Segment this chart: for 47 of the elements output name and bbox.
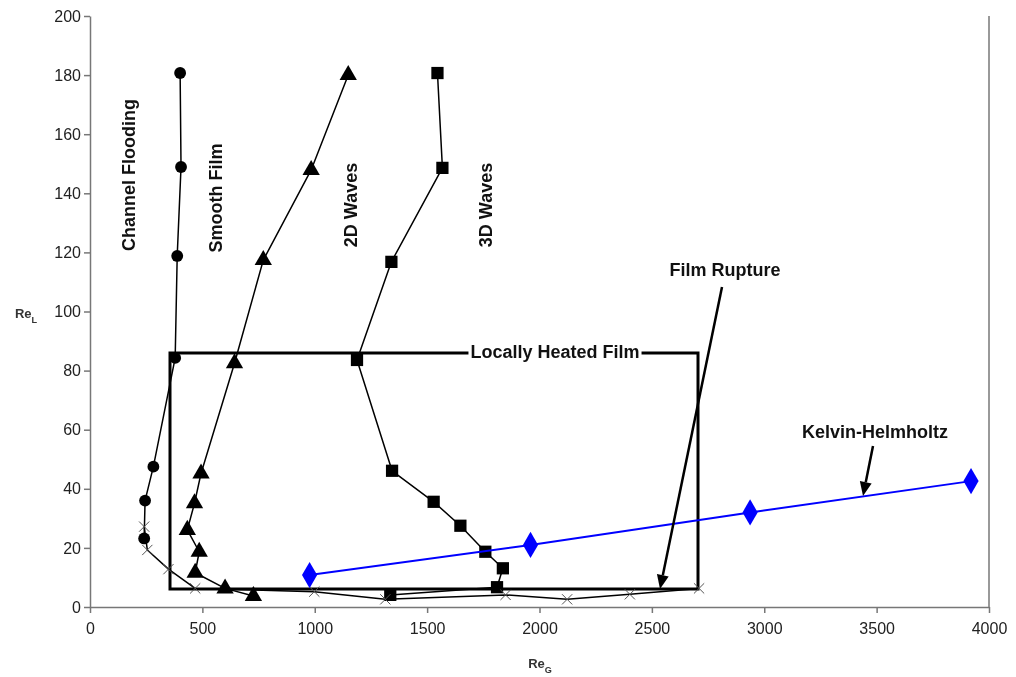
point bbox=[427, 495, 440, 508]
point bbox=[436, 161, 449, 175]
x-tick-label: 3500 bbox=[859, 619, 896, 637]
y-tick-label: 200 bbox=[54, 7, 82, 25]
y-tick-label: 120 bbox=[54, 244, 82, 262]
y-tick-label: 80 bbox=[63, 362, 82, 380]
x-tick-label: 1000 bbox=[297, 619, 334, 637]
annotation: Smooth Film bbox=[205, 143, 226, 253]
point bbox=[175, 161, 187, 173]
x-tick-label: 3000 bbox=[746, 619, 783, 637]
point bbox=[225, 353, 244, 369]
y-tick-label: 160 bbox=[54, 125, 82, 143]
point bbox=[385, 255, 398, 268]
y-tick-label: 140 bbox=[54, 184, 82, 202]
x-axis-title: Re$_{G}$ bbox=[528, 656, 552, 675]
point bbox=[147, 460, 160, 473]
point bbox=[174, 67, 187, 79]
series-label: Kelvin-Helmholtz bbox=[801, 421, 949, 442]
point bbox=[244, 586, 263, 602]
y-tick-label: 180 bbox=[54, 66, 82, 84]
annotation: 3D Waves bbox=[475, 162, 496, 248]
y-tick-label: 40 bbox=[63, 480, 82, 498]
y-tick-label: 60 bbox=[63, 421, 82, 439]
point bbox=[139, 494, 151, 507]
annotation: Channel Flooding bbox=[118, 99, 139, 251]
point bbox=[171, 250, 184, 262]
point bbox=[339, 65, 357, 81]
x-tick-label: 2500 bbox=[634, 619, 671, 637]
point bbox=[254, 250, 272, 266]
y-axis-title: Re$_{L}$ bbox=[14, 306, 38, 325]
annotation: 2D Waves bbox=[340, 162, 361, 248]
x-tick-label: 2000 bbox=[522, 619, 558, 637]
point bbox=[385, 464, 399, 477]
point bbox=[454, 519, 467, 532]
y-tick-label: 0 bbox=[72, 598, 82, 616]
y-tick-label: 100 bbox=[54, 303, 82, 321]
x-tick-label: 4000 bbox=[971, 619, 1008, 637]
point bbox=[496, 562, 509, 575]
point bbox=[490, 581, 504, 594]
point bbox=[350, 353, 364, 367]
x-tick-label: 500 bbox=[189, 619, 217, 637]
y-tick-label: 20 bbox=[63, 539, 82, 557]
annotation: Locally Heated Film bbox=[470, 341, 640, 362]
point bbox=[431, 66, 444, 80]
x-tick-label: 1500 bbox=[409, 619, 446, 637]
x-tick-label: 0 bbox=[86, 619, 96, 637]
annotation: Film Rupture bbox=[669, 259, 781, 280]
